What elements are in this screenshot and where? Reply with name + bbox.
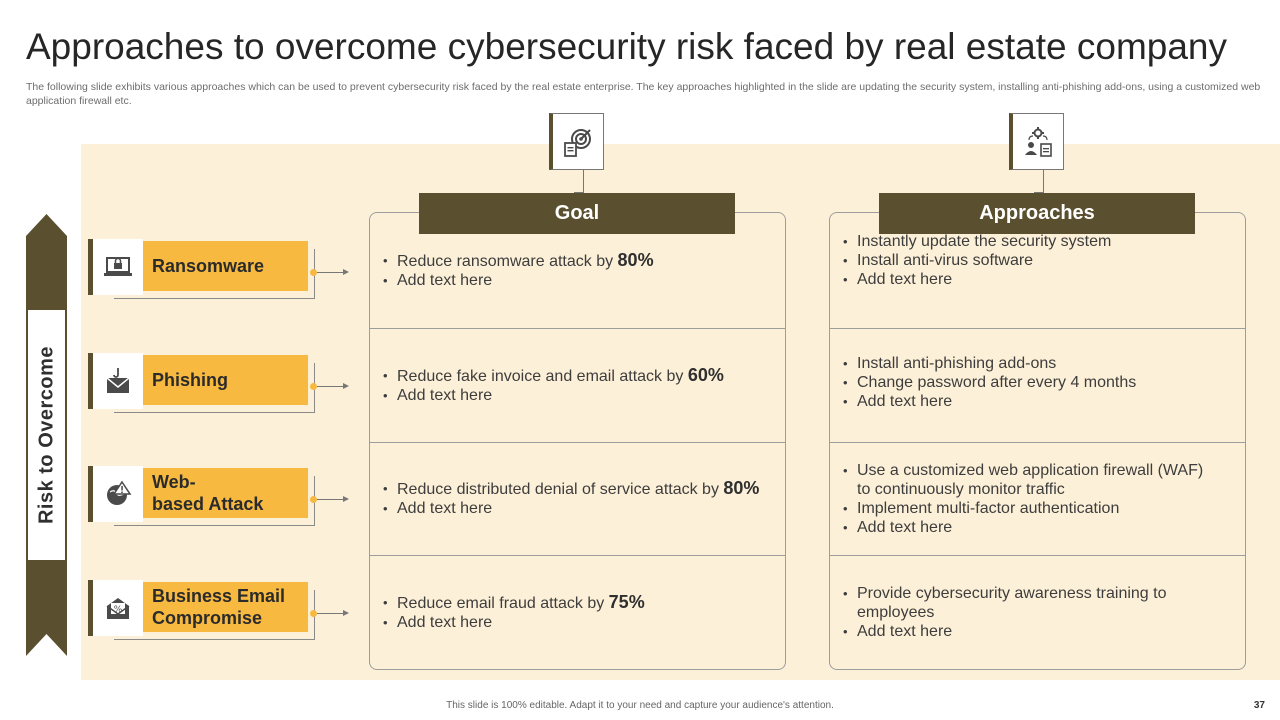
slide-title: Approaches to overcome cybersecurity ris… <box>26 26 1228 67</box>
ribbon-label-box <box>26 310 67 560</box>
footer-note: This slide is 100% editable. Adapt it to… <box>446 700 834 711</box>
risk-label: Web-based Attack <box>143 468 308 518</box>
goal-cell: Reduce email fraud attack by 75% Add tex… <box>370 555 785 669</box>
globe-warning-icon <box>93 466 143 522</box>
goal-cell: Reduce ransomware attack by 80% Add text… <box>370 213 785 328</box>
risk-label: Business Email Compromise <box>143 582 308 632</box>
risk-label: Phishing <box>143 355 308 405</box>
laptop-lock-icon <box>93 239 143 295</box>
slide-description: The following slide exhibits various app… <box>26 81 1261 107</box>
user-gear-icon <box>1009 113 1064 170</box>
goal-table: Reduce ransomware attack by 80% Add text… <box>369 212 786 670</box>
arrow-right-icon <box>343 610 349 616</box>
approach-cell: Use a customized web application firewal… <box>830 442 1245 555</box>
arrow-right-icon <box>343 269 349 275</box>
email-percent-icon: % <box>93 580 143 636</box>
phishing-envelope-icon <box>93 353 143 409</box>
arrow-right-icon <box>343 383 349 389</box>
goal-cell: Reduce fake invoice and email attack by … <box>370 328 785 442</box>
risk-item-web-attack: Web-based Attack <box>88 466 349 526</box>
approaches-table: Instantly update the security system Ins… <box>829 212 1246 670</box>
risk-item-business-email: % Business Email Compromise <box>88 580 349 640</box>
page-number: 37 <box>1253 700 1265 711</box>
approach-cell: Provide cybersecurity awareness training… <box>830 555 1245 669</box>
risk-item-ransomware: Ransomware <box>88 239 349 299</box>
svg-text:%: % <box>114 605 123 615</box>
goal-header: Goal <box>419 193 735 234</box>
goal-cell: Reduce distributed denial of service att… <box>370 442 785 555</box>
approaches-header: Approaches <box>879 193 1195 234</box>
risk-label: Ransomware <box>143 241 308 291</box>
target-document-icon <box>549 113 604 170</box>
risk-item-phishing: Phishing <box>88 353 349 413</box>
side-label: Risk to Overcome <box>35 345 58 525</box>
approach-cell: Install anti-phishing add-ons Change pas… <box>830 328 1245 442</box>
ribbon-top-arrow <box>26 214 67 310</box>
ribbon-bottom-arrow <box>26 560 67 656</box>
approach-cell: Instantly update the security system Ins… <box>830 213 1245 328</box>
arrow-right-icon <box>343 496 349 502</box>
